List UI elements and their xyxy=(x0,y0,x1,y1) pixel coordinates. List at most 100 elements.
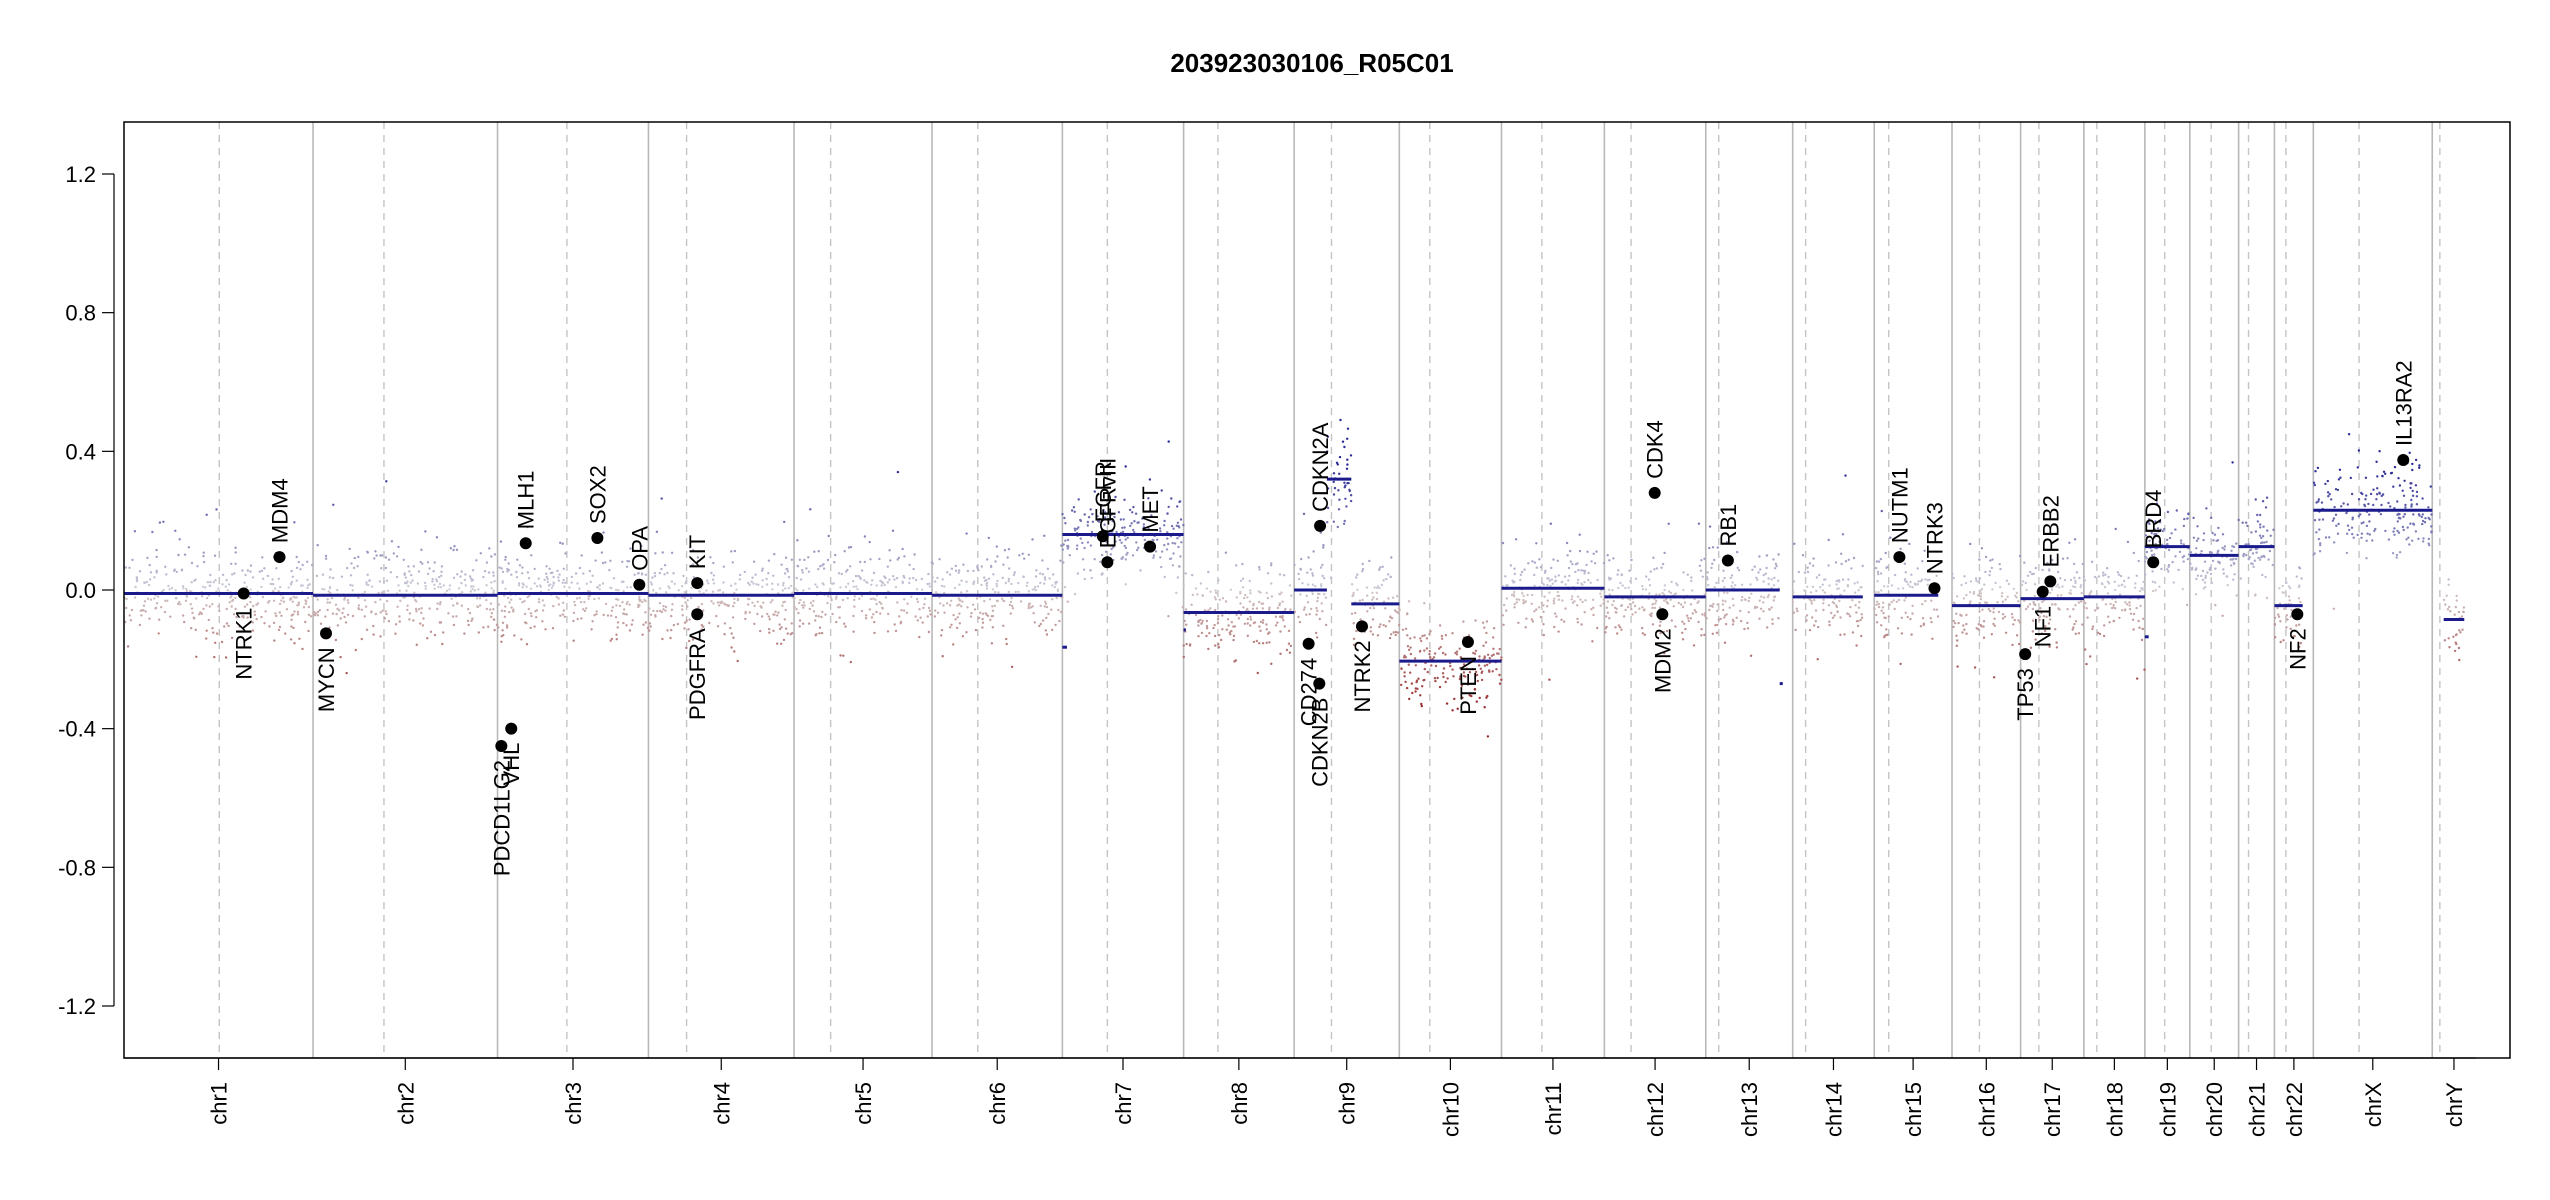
probe-point xyxy=(1346,482,1349,485)
y-tick-label: -0.8 xyxy=(58,855,96,880)
probe-point xyxy=(2250,531,2253,534)
probe-point xyxy=(784,587,787,590)
probe-point xyxy=(2209,572,2213,576)
probe-point xyxy=(1651,603,1654,606)
probe-point xyxy=(1314,631,1318,635)
probe-point xyxy=(1515,601,1519,604)
probe-point xyxy=(1676,584,1679,587)
probe-point xyxy=(1722,608,1725,612)
probe-point xyxy=(588,569,591,573)
probe-point xyxy=(610,614,613,617)
probe-point xyxy=(811,604,814,607)
probe-point xyxy=(2050,603,2054,606)
probe-point xyxy=(2356,533,2359,537)
probe-point xyxy=(1501,614,1505,617)
probe-point xyxy=(2074,632,2077,635)
probe-point xyxy=(1714,624,1717,627)
probe-point xyxy=(1535,566,1539,569)
probe-point xyxy=(452,623,456,627)
probe-point xyxy=(1235,564,1238,567)
probe-point xyxy=(2359,513,2362,516)
probe-point xyxy=(1514,538,1518,541)
probe-point xyxy=(487,625,490,628)
probe-point xyxy=(1416,687,1419,690)
probe-point xyxy=(1441,651,1445,655)
probe-point xyxy=(2106,592,2110,595)
probe-point xyxy=(1975,579,1978,582)
probe-point xyxy=(1687,619,1691,623)
probe-point xyxy=(1730,584,1733,588)
probe-point xyxy=(1322,544,1325,547)
probe-point xyxy=(1462,671,1466,674)
probe-point xyxy=(512,608,515,611)
probe-point xyxy=(1396,631,1400,634)
probe-point xyxy=(1411,691,1414,695)
probe-point xyxy=(1126,551,1129,555)
probe-point xyxy=(2189,551,2193,554)
probe-point xyxy=(331,612,335,615)
probe-point xyxy=(415,610,418,613)
probe-point xyxy=(334,638,338,642)
probe-point xyxy=(2404,506,2407,509)
probe-point xyxy=(2235,594,2238,597)
probe-point xyxy=(2100,582,2104,585)
probe-point xyxy=(1233,660,1236,663)
probe-point xyxy=(2079,586,2082,589)
probe-point xyxy=(834,597,838,600)
probe-point xyxy=(1739,619,1743,623)
probe-point xyxy=(230,594,233,598)
probe-point xyxy=(1900,632,1904,635)
probe-point xyxy=(2050,588,2054,591)
probe-point xyxy=(1911,604,1914,607)
probe-point xyxy=(1710,566,1713,570)
probe-point xyxy=(1533,561,1537,564)
probe-point xyxy=(1104,550,1108,553)
probe-point xyxy=(1034,575,1038,578)
probe-point xyxy=(1889,536,1892,539)
probe-point xyxy=(2201,578,2205,582)
probe-point xyxy=(1239,613,1243,616)
probe-point xyxy=(660,567,663,571)
probe-point xyxy=(1604,631,1607,634)
probe-point xyxy=(1114,540,1117,543)
probe-point xyxy=(1882,585,1886,588)
probe-point xyxy=(1246,634,1250,637)
probe-point xyxy=(533,582,536,585)
probe-point xyxy=(1258,568,1261,571)
probe-point xyxy=(817,568,820,571)
probe-point xyxy=(1152,539,1155,542)
probe-point xyxy=(1600,589,1603,592)
probe-point xyxy=(417,608,421,611)
probe-point xyxy=(1318,617,1322,621)
probe-point xyxy=(1505,609,1508,612)
probe-point xyxy=(2328,536,2331,539)
gene-point xyxy=(2044,575,2057,588)
probe-point xyxy=(1167,440,1170,443)
probe-point xyxy=(2056,570,2060,574)
probe-point xyxy=(330,597,334,600)
probe-point xyxy=(1395,595,1399,598)
probe-point xyxy=(455,548,459,551)
probe-point xyxy=(2395,556,2398,559)
probe-point xyxy=(201,595,204,598)
probe-point xyxy=(918,635,921,639)
probe-point xyxy=(506,570,509,573)
probe-point xyxy=(1566,554,1569,557)
probe-point xyxy=(653,571,656,575)
probe-point xyxy=(995,582,998,586)
probe-point xyxy=(1540,601,1544,604)
probe-point xyxy=(2122,579,2126,583)
probe-point xyxy=(664,609,667,612)
probe-point xyxy=(1969,542,1972,546)
probe-point xyxy=(916,600,920,603)
probe-point xyxy=(1478,696,1481,700)
probe-point xyxy=(529,587,533,590)
probe-point xyxy=(1054,623,1057,627)
probe-point xyxy=(2298,584,2301,587)
probe-point xyxy=(162,588,165,592)
probe-point xyxy=(670,551,674,554)
x-tick-label: chrX xyxy=(2361,1082,2386,1128)
probe-point xyxy=(1160,550,1164,553)
probe-point xyxy=(1366,610,1369,613)
probe-point xyxy=(980,565,983,568)
